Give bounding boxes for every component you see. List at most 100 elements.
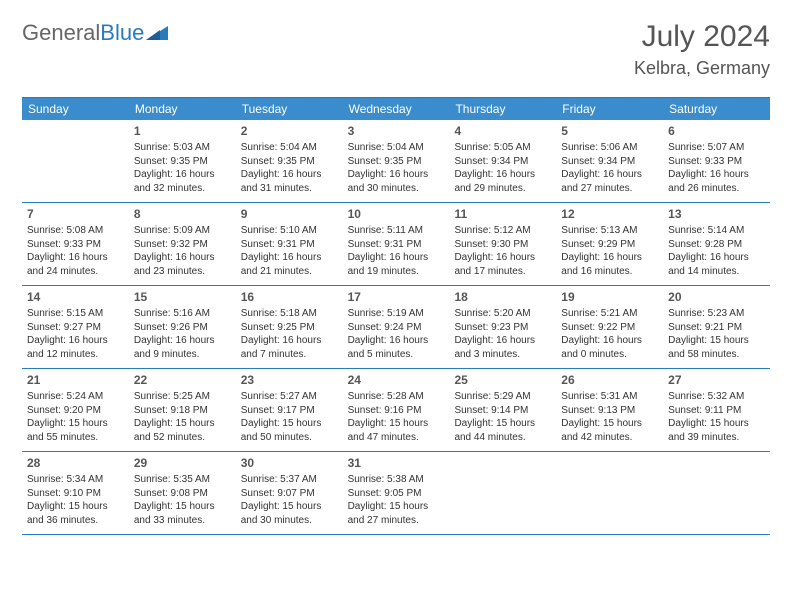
day-sunrise: Sunrise: 5:13 AM	[561, 224, 658, 238]
day-daylight1: Daylight: 15 hours	[27, 417, 124, 431]
day-sunset: Sunset: 9:14 PM	[454, 404, 551, 418]
week-row: 14 Sunrise: 5:15 AMSunset: 9:27 PM Dayligh…	[22, 286, 770, 369]
day-cell: 20Sunrise: 5:23 AMSunset: 9:21 PMDayligh…	[663, 286, 770, 368]
day-cell: 19Sunrise: 5:21 AMSunset: 9:22 PMDayligh…	[556, 286, 663, 368]
day-daylight1: Daylight: 15 hours	[134, 417, 231, 431]
day-number: 8	[134, 206, 231, 222]
day-daylight2: and 39 minutes.	[668, 431, 765, 445]
week-row: 7Sunrise: 5:08 AMSunset: 9:33 PMDaylight…	[22, 203, 770, 286]
day-sunrise: Sunrise: 5:23 AM	[668, 307, 765, 321]
day-daylight2: and 0 minutes.	[561, 348, 658, 362]
day-number: 28	[27, 455, 124, 471]
day-sunrise: Sunrise: 5:37 AM	[241, 473, 338, 487]
day-daylight1: Daylight: 15 hours	[27, 500, 124, 514]
day-daylight1: Daylight: 16 hours	[241, 168, 338, 182]
day-sunset: Sunset: 9:31 PM	[348, 238, 445, 252]
day-number: 16	[241, 289, 338, 305]
day-cell: 10 Sunrise: 5:11 AMSunset: 9:31 PMDayligh…	[343, 203, 450, 285]
day-cell: 27Sunrise: 5:32 AMSunset: 9:11 PMDayligh…	[663, 369, 770, 451]
day-sunrise: Sunrise: 5:24 AM	[27, 390, 124, 404]
day-daylight1: Daylight: 15 hours	[241, 417, 338, 431]
day-cell: 29Sunrise: 5:35 AMSunset: 9:08 PMDayligh…	[129, 452, 236, 534]
day-sunset: Sunset: 9:34 PM	[454, 155, 551, 169]
day-daylight1: Daylight: 15 hours	[348, 500, 445, 514]
week-row: 1Sunrise: 5:03 AMSunset: 9:35 PMDaylight…	[22, 120, 770, 203]
day-sunset: Sunset: 9:22 PM	[561, 321, 658, 335]
day-sunset: Sunset: 9:21 PM	[668, 321, 765, 335]
day-cell: 18Sunrise: 5:20 AMSunset: 9:23 PMDayligh…	[449, 286, 556, 368]
day-number: 13	[668, 206, 765, 222]
dow-sunday: Sunday	[22, 98, 129, 120]
day-cell: 4Sunrise: 5:05 AMSunset: 9:34 PMDaylight…	[449, 120, 556, 202]
day-daylight1: Daylight: 15 hours	[668, 334, 765, 348]
day-daylight1: Daylight: 15 hours	[134, 500, 231, 514]
day-daylight2: and 58 minutes.	[668, 348, 765, 362]
day-cell	[556, 452, 663, 534]
day-sunset: Sunset: 9:34 PM	[561, 155, 658, 169]
location: Kelbra, Germany	[634, 58, 770, 79]
day-sunset: Sunset: 9:05 PM	[348, 487, 445, 501]
day-daylight2: and 21 minutes.	[241, 265, 338, 279]
day-cell: 13Sunrise: 5:14 AMSunset: 9:28 PMDayligh…	[663, 203, 770, 285]
day-sunrise: Sunrise: 5:27 AM	[241, 390, 338, 404]
day-sunset: Sunset: 9:35 PM	[241, 155, 338, 169]
day-daylight1: Daylight: 15 hours	[348, 417, 445, 431]
day-daylight1: Daylight: 16 hours	[348, 251, 445, 265]
day-cell: 25Sunrise: 5:29 AMSunset: 9:14 PMDayligh…	[449, 369, 556, 451]
day-cell: 15Sunrise: 5:16 AMSunset: 9:26 PMDayligh…	[129, 286, 236, 368]
day-number: 31	[348, 455, 445, 471]
day-sunrise: Sunrise: 5:03 AM	[134, 141, 231, 155]
day-sunrise: Sunrise: 5:15 AM	[27, 307, 124, 321]
day-cell: 6Sunrise: 5:07 AMSunset: 9:33 PMDaylight…	[663, 120, 770, 202]
title-block: July 2024 Kelbra, Germany	[634, 20, 770, 79]
day-number: 14	[27, 289, 124, 305]
day-daylight1: Daylight: 16 hours	[134, 334, 231, 348]
logo-mark-icon	[146, 22, 168, 45]
day-number: 22	[134, 372, 231, 388]
day-number: 24	[348, 372, 445, 388]
month-title: July 2024	[634, 20, 770, 54]
day-number: 17	[348, 289, 445, 305]
day-number: 1	[134, 123, 231, 139]
day-daylight1: Daylight: 15 hours	[668, 417, 765, 431]
day-cell: 28Sunrise: 5:34 AMSunset: 9:10 PMDayligh…	[22, 452, 129, 534]
day-daylight1: Daylight: 16 hours	[348, 334, 445, 348]
day-sunset: Sunset: 9:24 PM	[348, 321, 445, 335]
day-sunrise: Sunrise: 5:19 AM	[348, 307, 445, 321]
day-sunrise: Sunrise: 5:28 AM	[348, 390, 445, 404]
day-daylight1: Daylight: 16 hours	[241, 334, 338, 348]
day-daylight2: and 24 minutes.	[27, 265, 124, 279]
day-number: 15	[134, 289, 231, 305]
day-daylight2: and 29 minutes.	[454, 182, 551, 196]
day-cell: 12Sunrise: 5:13 AMSunset: 9:29 PMDayligh…	[556, 203, 663, 285]
day-daylight1: Daylight: 15 hours	[561, 417, 658, 431]
day-sunset: Sunset: 9:16 PM	[348, 404, 445, 418]
calendar: Sunday Monday Tuesday Wednesday Thursday…	[22, 97, 770, 535]
day-sunset: Sunset: 9:35 PM	[134, 155, 231, 169]
day-number: 30	[241, 455, 338, 471]
day-sunset: Sunset: 9:18 PM	[134, 404, 231, 418]
day-number: 10	[348, 206, 445, 222]
day-cell: 26Sunrise: 5:31 AMSunset: 9:13 PMDayligh…	[556, 369, 663, 451]
day-sunset: Sunset: 9:10 PM	[27, 487, 124, 501]
day-daylight2: and 42 minutes.	[561, 431, 658, 445]
day-sunrise: Sunrise: 5:25 AM	[134, 390, 231, 404]
day-sunset: Sunset: 9:17 PM	[241, 404, 338, 418]
day-sunset: Sunset: 9:31 PM	[241, 238, 338, 252]
day-sunrise: Sunrise: 5:11 AM	[348, 224, 445, 238]
day-sunrise: Sunrise: 5:05 AM	[454, 141, 551, 155]
day-daylight1: Daylight: 16 hours	[241, 251, 338, 265]
day-sunset: Sunset: 9:26 PM	[134, 321, 231, 335]
dow-wednesday: Wednesday	[343, 98, 450, 120]
day-daylight2: and 16 minutes.	[561, 265, 658, 279]
day-sunrise: Sunrise: 5:38 AM	[348, 473, 445, 487]
day-daylight1: Daylight: 15 hours	[454, 417, 551, 431]
day-sunrise: Sunrise: 5:04 AM	[348, 141, 445, 155]
day-sunset: Sunset: 9:27 PM	[27, 321, 124, 335]
day-cell: 2Sunrise: 5:04 AMSunset: 9:35 PMDaylight…	[236, 120, 343, 202]
day-daylight2: and 44 minutes.	[454, 431, 551, 445]
day-daylight2: and 55 minutes.	[27, 431, 124, 445]
day-cell: 9Sunrise: 5:10 AMSunset: 9:31 PMDaylight…	[236, 203, 343, 285]
day-sunset: Sunset: 9:30 PM	[454, 238, 551, 252]
day-cell: 23Sunrise: 5:27 AMSunset: 9:17 PMDayligh…	[236, 369, 343, 451]
